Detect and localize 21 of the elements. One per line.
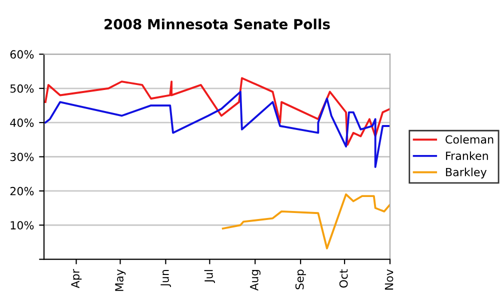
- chart-title: 2008 Minnesota Senate Polls: [104, 18, 330, 30]
- y-tick-label: 60%: [10, 50, 34, 59]
- legend-label: Franken: [446, 151, 488, 160]
- legend-label: Barkley: [446, 168, 487, 178]
- x-tick-label: Apr: [71, 269, 82, 288]
- line-series: [44, 77, 390, 146]
- x-tick-label: Aug: [250, 270, 260, 291]
- line-series: [222, 193, 390, 250]
- x-tick-label: Jun: [160, 270, 171, 287]
- line-series: [44, 90, 390, 168]
- x-tick-label: Sep: [295, 270, 306, 290]
- y-tick-label: 40%: [10, 118, 34, 127]
- x-tick-label: May: [115, 269, 126, 291]
- x-tick-label: Jul: [204, 270, 215, 284]
- y-tick-label: 20%: [10, 186, 34, 196]
- legend-label: Coleman: [446, 135, 494, 144]
- x-tick-label: Oct: [339, 269, 348, 288]
- y-tick-label: 50%: [10, 84, 34, 93]
- y-tick-label: 10%: [10, 221, 34, 230]
- y-tick-label: 30%: [10, 152, 34, 162]
- x-tick-label: Nov: [384, 269, 394, 290]
